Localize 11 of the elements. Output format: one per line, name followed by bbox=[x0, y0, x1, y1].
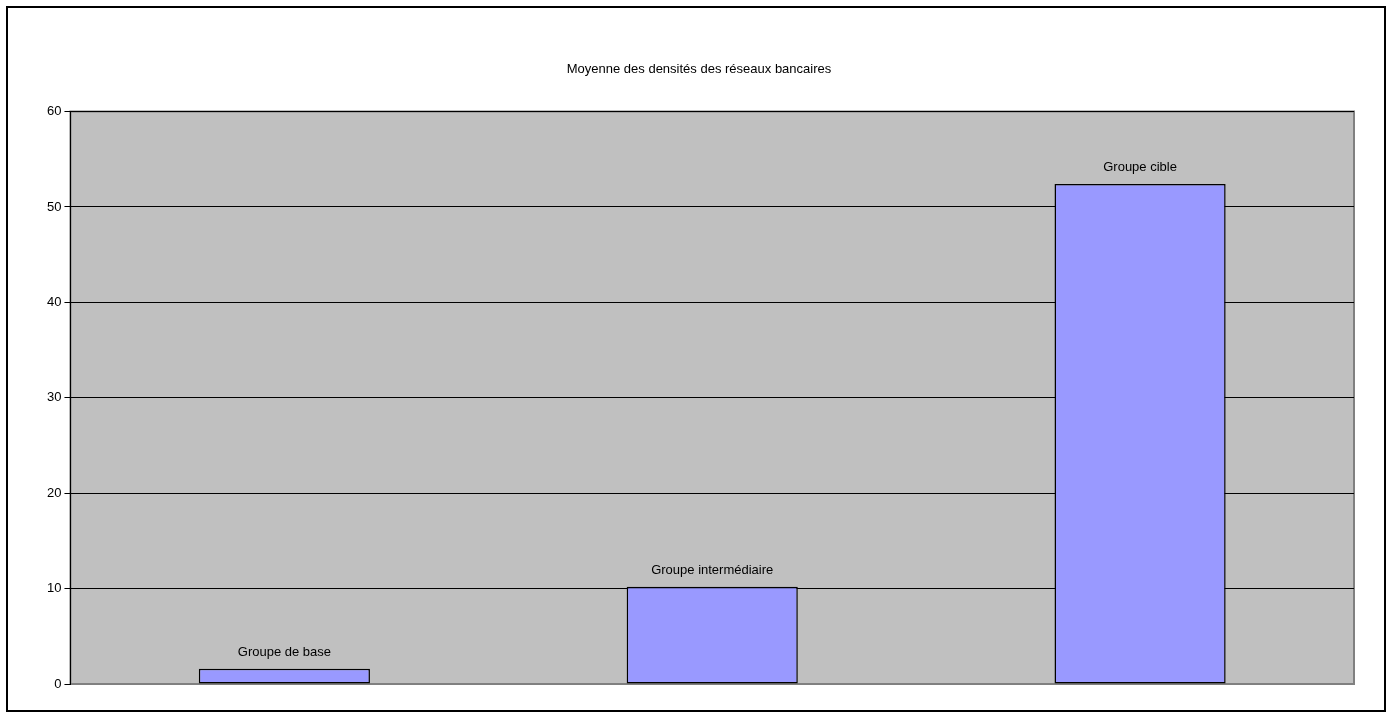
x-tick-label: Groupe cible bbox=[1103, 159, 1177, 175]
x-tick-label: Groupe de base bbox=[237, 643, 331, 659]
y-tick-label: 60 bbox=[46, 103, 62, 119]
chart-title: Moyenne des densités des réseaux bancaires bbox=[566, 61, 832, 77]
y-tick-label: 50 bbox=[46, 198, 62, 214]
y-tick-label: 40 bbox=[46, 293, 62, 309]
y-tick-label: 30 bbox=[46, 389, 62, 405]
y-tick-label: 20 bbox=[46, 484, 62, 500]
y-tick-label: 0 bbox=[54, 675, 62, 691]
x-tick-label: Groupe intermédiaire bbox=[651, 561, 774, 577]
y-tick-label: 10 bbox=[46, 580, 62, 596]
